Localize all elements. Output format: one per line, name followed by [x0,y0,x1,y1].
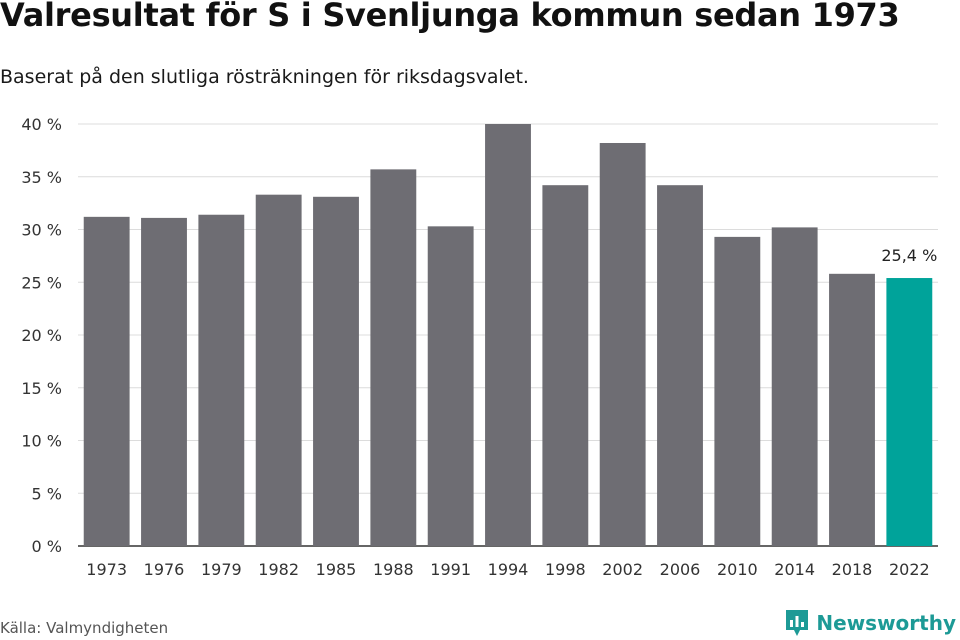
x-tick-label: 1985 [316,560,357,579]
bar [370,169,417,547]
y-tick-label: 35 % [21,168,62,187]
x-tick-label: 1998 [545,560,586,579]
newsworthy-logo-icon [786,610,809,636]
y-tick-label: 5 % [32,484,62,503]
x-tick-label: 1991 [430,560,471,579]
x-tick-label: 1979 [201,560,242,579]
x-tick-label: 1988 [373,560,414,579]
bar [542,185,589,546]
bar [198,214,245,547]
chart-subtitle: Baserat på den slutliga rösträkningen fö… [0,66,529,88]
source-note: Källa: Valmyndigheten [0,619,169,637]
bar [313,196,359,547]
x-tick-label: 2006 [660,560,701,579]
x-tick-label: 2018 [832,560,873,579]
bar-chart: 0 % 5 % 10 % 15 % 20 % 25 % 30 % 35 % 40 % 1973 19… [21,115,938,579]
y-tick-label: 10 % [21,432,62,451]
bar [83,216,130,546]
x-tick-label: 2010 [717,560,758,579]
x-tick-label: 1994 [488,560,529,579]
data-label: 25,4 % [881,246,937,265]
bar [485,124,531,546]
y-tick-label: 15 % [21,379,62,398]
bar [829,273,875,546]
x-tick-label: 1973 [86,560,127,579]
brand-name: Newsworthy [816,611,956,635]
bar [886,278,933,546]
y-tick-label: 20 % [21,326,62,345]
bar [255,194,302,546]
y-tick-label: 0 % [32,537,62,556]
bar [141,217,187,546]
bar [427,226,474,546]
bar [714,236,761,546]
x-tick-label: 1982 [258,560,299,579]
bar [599,142,646,547]
brand-logo: Newsworthy [784,608,956,638]
x-tick-label: 2022 [889,560,930,579]
x-tick-label: 2014 [774,560,815,579]
y-tick-label: 25 % [21,273,62,292]
x-tick-label: 1976 [144,560,185,579]
y-tick-label: 30 % [21,221,62,240]
bar [657,185,703,546]
bar [771,227,818,546]
x-tick-label: 2002 [602,560,643,579]
y-tick-label: 40 % [21,115,62,134]
chart-title: Valresultat för S i Svenljunga kommun se… [0,0,900,34]
